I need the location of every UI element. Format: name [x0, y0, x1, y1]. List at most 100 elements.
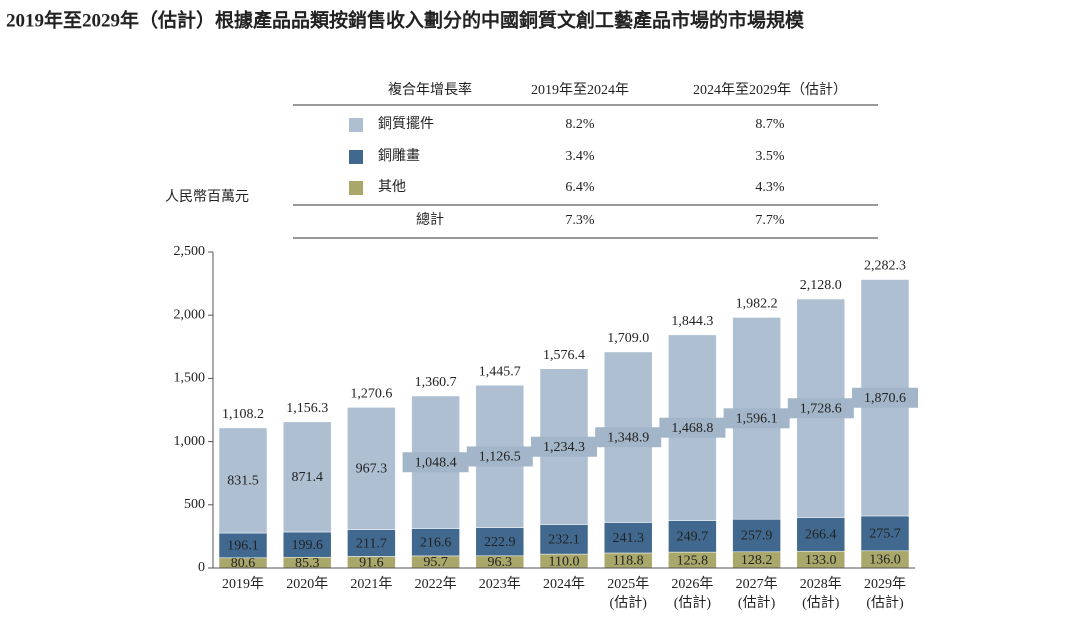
value-label: 241.3 — [612, 531, 644, 546]
legend-swatch — [349, 150, 363, 164]
y-tick-label: 1,000 — [174, 434, 206, 449]
y-tick-label: 0 — [198, 560, 205, 575]
x-tick-label: 2026年(估計) — [671, 576, 713, 611]
label-box — [466, 446, 533, 467]
table-cell: 3.5% — [755, 149, 785, 164]
value-label: 118.8 — [613, 554, 644, 569]
legend-swatch — [349, 181, 363, 195]
total-label: 1,270.6 — [350, 387, 392, 402]
x-tick-label: 2027年(估計) — [736, 576, 778, 611]
total-label: 1,982.2 — [736, 297, 778, 312]
label-box — [595, 427, 662, 448]
bar-segment — [282, 531, 332, 558]
x-tick-label: 2021年 — [350, 576, 392, 592]
value-label: 199.6 — [291, 538, 323, 553]
table-total-label: 總計 — [416, 211, 444, 228]
total-label: 1,360.7 — [415, 375, 457, 390]
value-label: 232.1 — [548, 533, 580, 548]
table-cell: 4.3% — [755, 180, 785, 195]
label-box — [723, 408, 790, 429]
value-label: 96.3 — [488, 555, 513, 570]
x-tick-label: 2028年(估計) — [800, 576, 842, 611]
value-label: 1,596.1 — [736, 412, 778, 427]
table-cell: 7.3% — [565, 213, 595, 228]
y-tick-label: 1,500 — [174, 371, 206, 386]
value-label: 1,234.3 — [543, 440, 585, 455]
table-cell: 6.4% — [565, 180, 595, 195]
bar-segment — [218, 427, 268, 534]
value-label: 128.2 — [741, 553, 773, 568]
value-label: 80.6 — [231, 556, 256, 571]
value-label: 211.7 — [356, 536, 387, 551]
total-label: 2,282.3 — [864, 259, 906, 274]
bar-segment — [475, 527, 525, 557]
value-label: 136.0 — [869, 553, 901, 568]
value-label: 1,728.6 — [800, 401, 842, 416]
y-tick-label: 2,000 — [174, 307, 206, 322]
total-label: 1,156.3 — [286, 401, 328, 416]
x-tick-label: 2025年(估計) — [607, 576, 649, 611]
total-label: 1,108.2 — [222, 407, 264, 422]
legend-swatch — [349, 118, 363, 132]
label-box — [787, 398, 854, 419]
x-tick-label: 2020年 — [286, 576, 328, 592]
value-label: 257.9 — [741, 529, 773, 544]
total-label: 2,128.0 — [800, 278, 842, 293]
value-label: 125.8 — [677, 553, 709, 568]
bar-segment — [411, 528, 460, 557]
label-box — [402, 452, 469, 473]
value-label: 222.9 — [484, 535, 516, 550]
bar-segment — [347, 407, 396, 530]
value-label: 216.6 — [420, 535, 452, 550]
table-cell: 3.4% — [565, 149, 595, 164]
legend-label: 其他 — [378, 179, 406, 195]
table-cell: 8.2% — [565, 117, 595, 132]
value-label: 91.6 — [359, 555, 384, 570]
value-label: 1,126.5 — [479, 450, 521, 465]
x-tick-label: 2019年 — [222, 576, 264, 592]
value-label: 133.0 — [805, 553, 837, 568]
x-tick-label: 2024年 — [543, 576, 585, 592]
value-label: 831.5 — [227, 474, 259, 489]
legend-label: 銅雕畫 — [378, 148, 420, 164]
value-label: 1,468.8 — [671, 421, 713, 436]
total-label: 1,576.4 — [543, 348, 585, 363]
value-label: 266.4 — [805, 528, 837, 543]
table-header: 2024年至2029年（估計） — [693, 82, 847, 98]
value-label: 110.0 — [549, 554, 580, 569]
value-label: 1,048.4 — [415, 455, 457, 470]
value-label: 871.4 — [291, 470, 323, 485]
table-cell: 8.7% — [755, 117, 785, 132]
y-axis-label: 人民幣百萬元 — [165, 189, 249, 205]
total-label: 1,709.0 — [607, 331, 649, 346]
bar-segment — [796, 517, 846, 552]
value-label: 196.1 — [227, 539, 259, 554]
value-label: 85.3 — [295, 556, 320, 571]
value-label: 1,870.6 — [864, 391, 906, 406]
bar-segment — [668, 520, 717, 553]
bar-segment — [282, 421, 332, 533]
total-label: 1,844.3 — [671, 314, 713, 329]
y-tick-label: 2,500 — [174, 244, 206, 259]
table-header: 複合年增長率 — [388, 81, 472, 98]
value-label: 275.7 — [869, 527, 901, 542]
chart-title: 2019年至2029年（估計）根據產品品類按銷售收入劃分的中國銅質文創工藝產品市… — [6, 8, 805, 31]
x-tick-label: 2029年(估計) — [864, 576, 906, 611]
table-header: 2019年至2024年 — [531, 82, 629, 98]
table-cell: 7.7% — [755, 213, 785, 228]
y-tick-label: 500 — [184, 497, 205, 512]
value-label: 1,348.9 — [607, 430, 649, 445]
label-box — [659, 417, 726, 438]
x-tick-label: 2022年 — [415, 576, 457, 592]
total-label: 1,445.7 — [479, 364, 521, 379]
legend-label: 銅質擺件 — [378, 116, 434, 132]
label-box — [531, 436, 597, 457]
label-box — [852, 387, 918, 408]
bar-segment — [539, 524, 589, 555]
value-label: 95.7 — [423, 555, 448, 570]
x-tick-label: 2023年 — [479, 576, 521, 592]
bar-segment — [218, 532, 268, 559]
bar-segment — [603, 522, 653, 554]
value-label: 249.7 — [677, 530, 709, 545]
